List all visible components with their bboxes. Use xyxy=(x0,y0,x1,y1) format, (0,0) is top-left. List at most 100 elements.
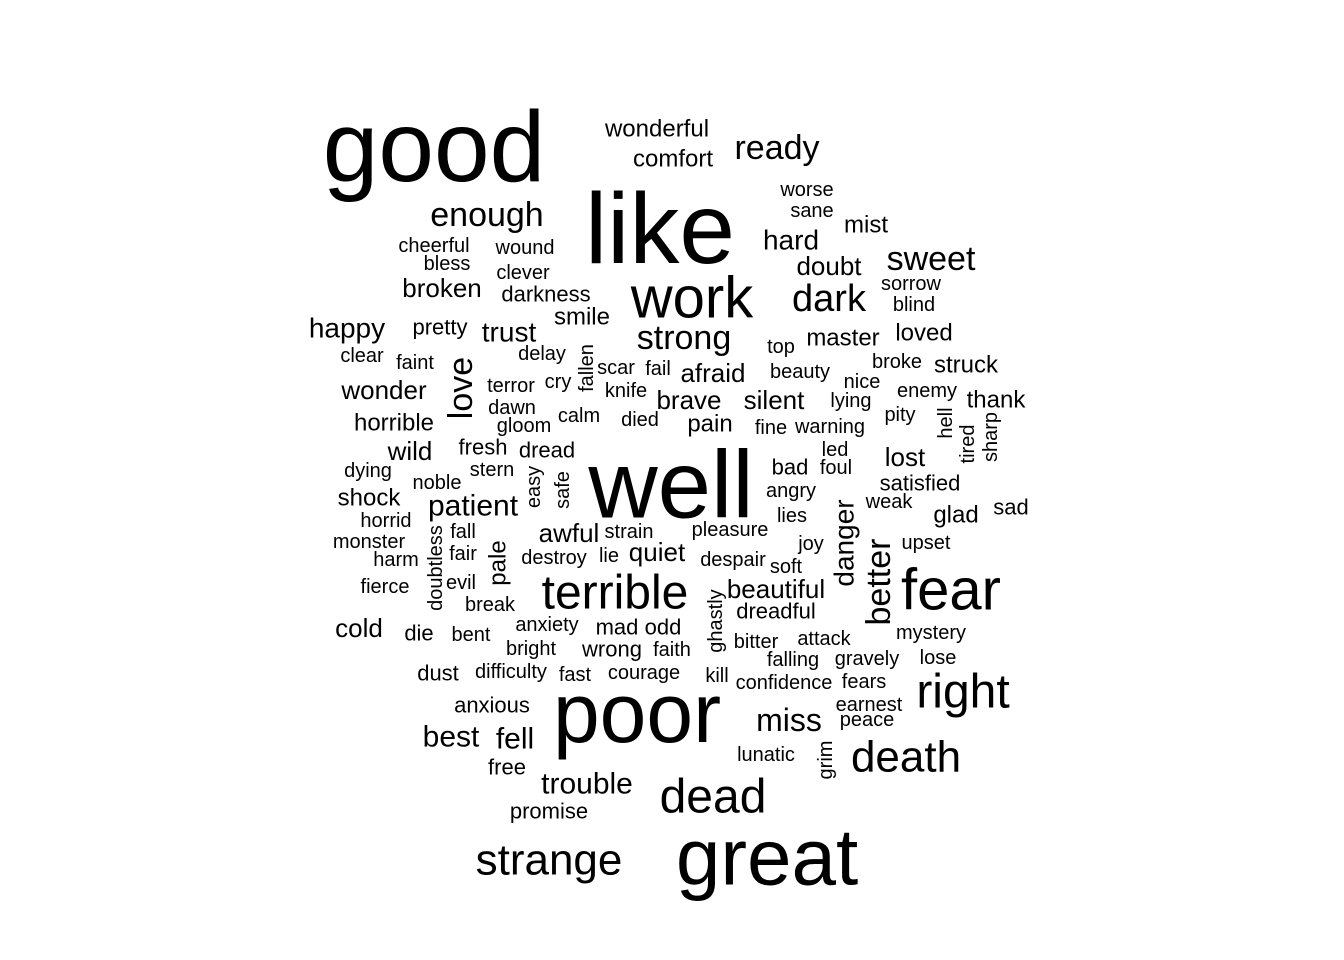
word-fair: fair xyxy=(449,543,477,565)
word-blind: blind xyxy=(893,294,935,316)
word-angry: angry xyxy=(766,480,816,502)
word-lost: lost xyxy=(885,442,926,472)
word-dark: dark xyxy=(792,278,867,320)
word-silent: silent xyxy=(744,385,805,415)
word-joy: joy xyxy=(797,533,824,555)
word-delay: delay xyxy=(518,343,566,365)
word-calm: calm xyxy=(558,405,600,427)
word-mystery: mystery xyxy=(896,622,966,644)
word-knife: knife xyxy=(605,380,647,402)
word-miss: miss xyxy=(756,702,822,738)
word-great: great xyxy=(676,813,858,902)
word-work: work xyxy=(630,266,754,331)
word-pain: pain xyxy=(687,411,732,438)
word-love: love xyxy=(442,357,480,419)
word-horrible: horrible xyxy=(354,410,434,437)
word-wonderful: wonderful xyxy=(604,116,709,143)
word-broke: broke xyxy=(872,351,922,373)
word-mad: mad xyxy=(596,615,639,640)
word-broken: broken xyxy=(402,273,482,303)
word-grim: grim xyxy=(815,741,837,780)
word-kill: kill xyxy=(705,665,728,687)
word-dust: dust xyxy=(417,661,459,686)
word-terrible: terrible xyxy=(542,567,689,620)
word-clever: clever xyxy=(496,262,550,284)
word-anxiety: anxiety xyxy=(515,614,578,636)
word-faint: faint xyxy=(396,352,434,374)
word-falling: falling xyxy=(767,649,819,671)
word-confidence: confidence xyxy=(736,672,833,694)
word-death: death xyxy=(851,733,961,782)
word-sorrow: sorrow xyxy=(881,273,942,295)
word-weak: weak xyxy=(865,491,914,513)
word-easy: easy xyxy=(523,466,545,508)
word-fast: fast xyxy=(559,664,592,686)
word-doubtless: doubtless xyxy=(425,525,447,611)
word-sweet: sweet xyxy=(887,240,976,278)
word-sharp: sharp xyxy=(980,412,1002,462)
word-warning: warning xyxy=(794,416,865,438)
word-tired: tired xyxy=(957,425,979,464)
word-top: top xyxy=(767,336,795,358)
word-gravely: gravely xyxy=(835,648,899,670)
word-beautiful: beautiful xyxy=(727,574,825,604)
word-bad: bad xyxy=(772,455,809,480)
word-happy: happy xyxy=(309,313,385,344)
word-wrong: wrong xyxy=(581,637,642,662)
word-wild: wild xyxy=(387,436,433,466)
word-pale: pale xyxy=(485,540,512,585)
word-fierce: fierce xyxy=(361,576,410,598)
word-foul: foul xyxy=(820,457,852,479)
word-pity: pity xyxy=(884,404,915,426)
word-soft: soft xyxy=(770,556,803,578)
word-bright: bright xyxy=(506,638,556,660)
word-lose: lose xyxy=(920,647,957,669)
word-bent: bent xyxy=(452,624,491,646)
word-harm: harm xyxy=(373,549,419,571)
word-smile: smile xyxy=(554,304,610,331)
word-wonder: wonder xyxy=(340,375,427,405)
word-bitter: bitter xyxy=(734,631,779,653)
word-peace: peace xyxy=(840,709,895,731)
word-mist: mist xyxy=(844,212,888,239)
word-beauty: beauty xyxy=(770,361,830,383)
word-dying: dying xyxy=(344,460,392,482)
word-struck: struck xyxy=(934,352,999,379)
word-dread: dread xyxy=(519,438,575,463)
word-break: break xyxy=(465,594,516,616)
word-good: good xyxy=(323,91,545,203)
word-best: best xyxy=(423,721,480,754)
word-ready: ready xyxy=(734,129,819,167)
word-evil: evil xyxy=(446,572,476,594)
word-gloom: gloom xyxy=(497,415,551,437)
word-cheerful: cheerful xyxy=(398,235,469,257)
word-ghastly: ghastly xyxy=(705,589,727,652)
word-fallen: fallen xyxy=(576,344,598,392)
word-loved: loved xyxy=(895,320,952,347)
word-led: led xyxy=(822,439,849,461)
word-difficulty: difficulty xyxy=(475,661,547,683)
word-lying: lying xyxy=(830,390,871,412)
word-safe: safe xyxy=(552,471,574,509)
word-fear: fear xyxy=(901,558,1001,623)
word-monster: monster xyxy=(333,531,406,553)
word-horrid: horrid xyxy=(360,510,411,532)
word-awful: awful xyxy=(539,518,600,548)
word-odd: odd xyxy=(645,615,682,640)
word-pretty: pretty xyxy=(412,315,467,340)
word-earnest: earnest xyxy=(836,694,903,716)
word-upset: upset xyxy=(902,532,951,554)
word-wound: wound xyxy=(495,237,555,259)
word-brave: brave xyxy=(656,385,721,415)
word-afraid: afraid xyxy=(680,358,745,388)
word-fall: fall xyxy=(450,521,476,543)
word-sane: sane xyxy=(790,200,833,222)
word-strain: strain xyxy=(605,521,654,543)
word-patient: patient xyxy=(428,490,519,523)
word-noble: noble xyxy=(413,472,462,494)
word-terror: terror xyxy=(487,375,535,397)
word-faith: faith xyxy=(653,639,691,661)
word-doubt: doubt xyxy=(796,251,862,281)
word-enough: enough xyxy=(430,196,543,234)
